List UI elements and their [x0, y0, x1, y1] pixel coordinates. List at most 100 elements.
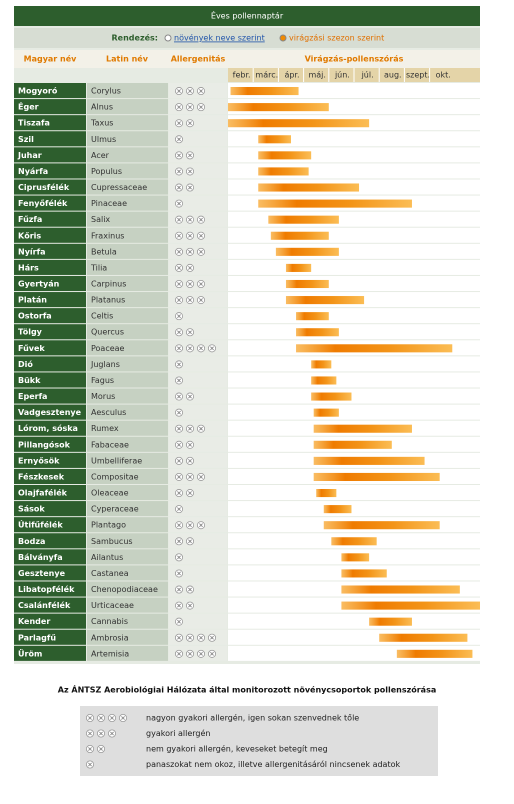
allergen-cell	[169, 131, 227, 147]
plant-name: Mogyoró	[18, 86, 58, 96]
icon-x	[199, 475, 203, 479]
allergen-cell	[169, 388, 227, 404]
timeline-cell	[228, 356, 480, 372]
plant-name: Pillangósok	[18, 439, 71, 449]
icon-x	[177, 233, 181, 238]
latin-name: Platanus	[91, 296, 125, 305]
legend-icon	[108, 729, 117, 738]
allergen-icon	[196, 344, 205, 353]
pollen-bar	[285, 263, 312, 272]
month-label: ápr.	[284, 71, 299, 80]
icon-x	[177, 619, 181, 624]
icon-x	[177, 105, 181, 110]
allergen-icon	[196, 424, 205, 433]
icon-x	[177, 394, 181, 399]
icon-x	[188, 169, 192, 174]
icon-x	[188, 185, 192, 190]
icon-x	[188, 266, 192, 270]
allergen-icon	[174, 569, 183, 578]
allergen-icon	[174, 183, 183, 192]
latin-name: Cannabis	[91, 617, 128, 626]
icon-x	[199, 523, 203, 528]
allergen-cell	[169, 565, 227, 581]
name-cell	[14, 259, 86, 275]
icon-x	[199, 282, 203, 286]
name-cell	[14, 645, 86, 661]
allergen-icon	[185, 103, 194, 112]
latin-name: Juglans	[90, 360, 120, 369]
plant-name: Csalánfélék	[18, 600, 71, 610]
latin-cell	[87, 404, 168, 420]
pollen-bar	[341, 585, 460, 594]
radio[interactable]	[164, 34, 172, 42]
month-label: jún.	[334, 71, 350, 80]
allergen-icon	[185, 263, 194, 272]
icon-x	[99, 731, 103, 736]
allergen-icon	[196, 649, 205, 658]
allergen-icon	[207, 633, 216, 642]
pollen-bar	[296, 312, 329, 321]
sort-option[interactable]: növények neve szerint	[174, 33, 265, 43]
name-cell	[14, 565, 86, 581]
icon-x	[177, 571, 181, 576]
latin-cell	[87, 308, 168, 324]
allergen-icon	[174, 537, 183, 546]
name-cell	[14, 517, 86, 533]
allergen-cell	[169, 549, 227, 565]
sort-option[interactable]: virágzási szezon szerint	[289, 34, 384, 43]
legend-text: nem gyakori allergén, keveseket betegít …	[146, 744, 328, 754]
allergen-cell	[169, 613, 227, 629]
latin-name: Taxus	[90, 119, 113, 128]
name-cell	[14, 581, 86, 597]
icon-x	[199, 233, 203, 238]
latin-cell	[87, 517, 168, 533]
timeline-cell	[228, 324, 480, 340]
pollen-bar	[313, 424, 412, 433]
legend-icon	[97, 729, 106, 738]
icon-x	[210, 651, 214, 656]
radio[interactable]	[279, 34, 287, 42]
latin-cell	[87, 147, 168, 163]
plant-name: Juhar	[17, 151, 42, 160]
plant-name: Kőris	[18, 231, 41, 240]
pollen-bar	[313, 456, 425, 465]
allergen-icon	[185, 119, 194, 128]
allergen-cell	[169, 115, 227, 131]
allergen-cell	[169, 581, 227, 597]
month-label: szept.	[406, 71, 430, 80]
icon-x	[199, 298, 203, 302]
pollen-bar	[275, 247, 339, 256]
pollen-bar	[228, 119, 370, 128]
icon-x	[177, 185, 181, 190]
pollen-bar	[296, 328, 339, 337]
caption: Az ÁNTSZ Aerobiológiai Hálózata által mo…	[58, 684, 436, 695]
allergen-icon	[174, 247, 183, 256]
allergen-icon	[185, 344, 194, 353]
latin-cell	[87, 195, 168, 211]
name-cell	[14, 179, 86, 195]
pollen-bar	[341, 601, 480, 610]
plant-name: Éger	[18, 101, 39, 112]
allergen-icon	[185, 167, 194, 176]
column-header: Latin név	[106, 54, 149, 64]
allergen-icon	[185, 424, 194, 433]
latin-cell	[87, 292, 168, 308]
icon-x	[177, 426, 181, 431]
latin-name: Acer	[91, 151, 110, 160]
plant-name: Ciprusfélék	[18, 182, 70, 192]
allergen-icon	[185, 183, 194, 192]
icon-x	[177, 314, 181, 319]
sort-bar	[14, 28, 480, 48]
legend-icon	[86, 745, 95, 754]
pollen-bar	[313, 472, 440, 481]
latin-name: Fabaceae	[91, 440, 129, 449]
latin-cell	[87, 613, 168, 629]
plant-name: Eperfa	[18, 392, 47, 401]
legend-text: nagyon gyakori allergén, igen sokan szen…	[146, 713, 359, 723]
icon-x	[177, 169, 181, 174]
allergen-cell	[169, 147, 227, 163]
allergen-icon	[174, 151, 183, 160]
allergen-icon	[174, 633, 183, 642]
name-cell	[14, 243, 86, 259]
month-label: máj.	[308, 71, 325, 80]
